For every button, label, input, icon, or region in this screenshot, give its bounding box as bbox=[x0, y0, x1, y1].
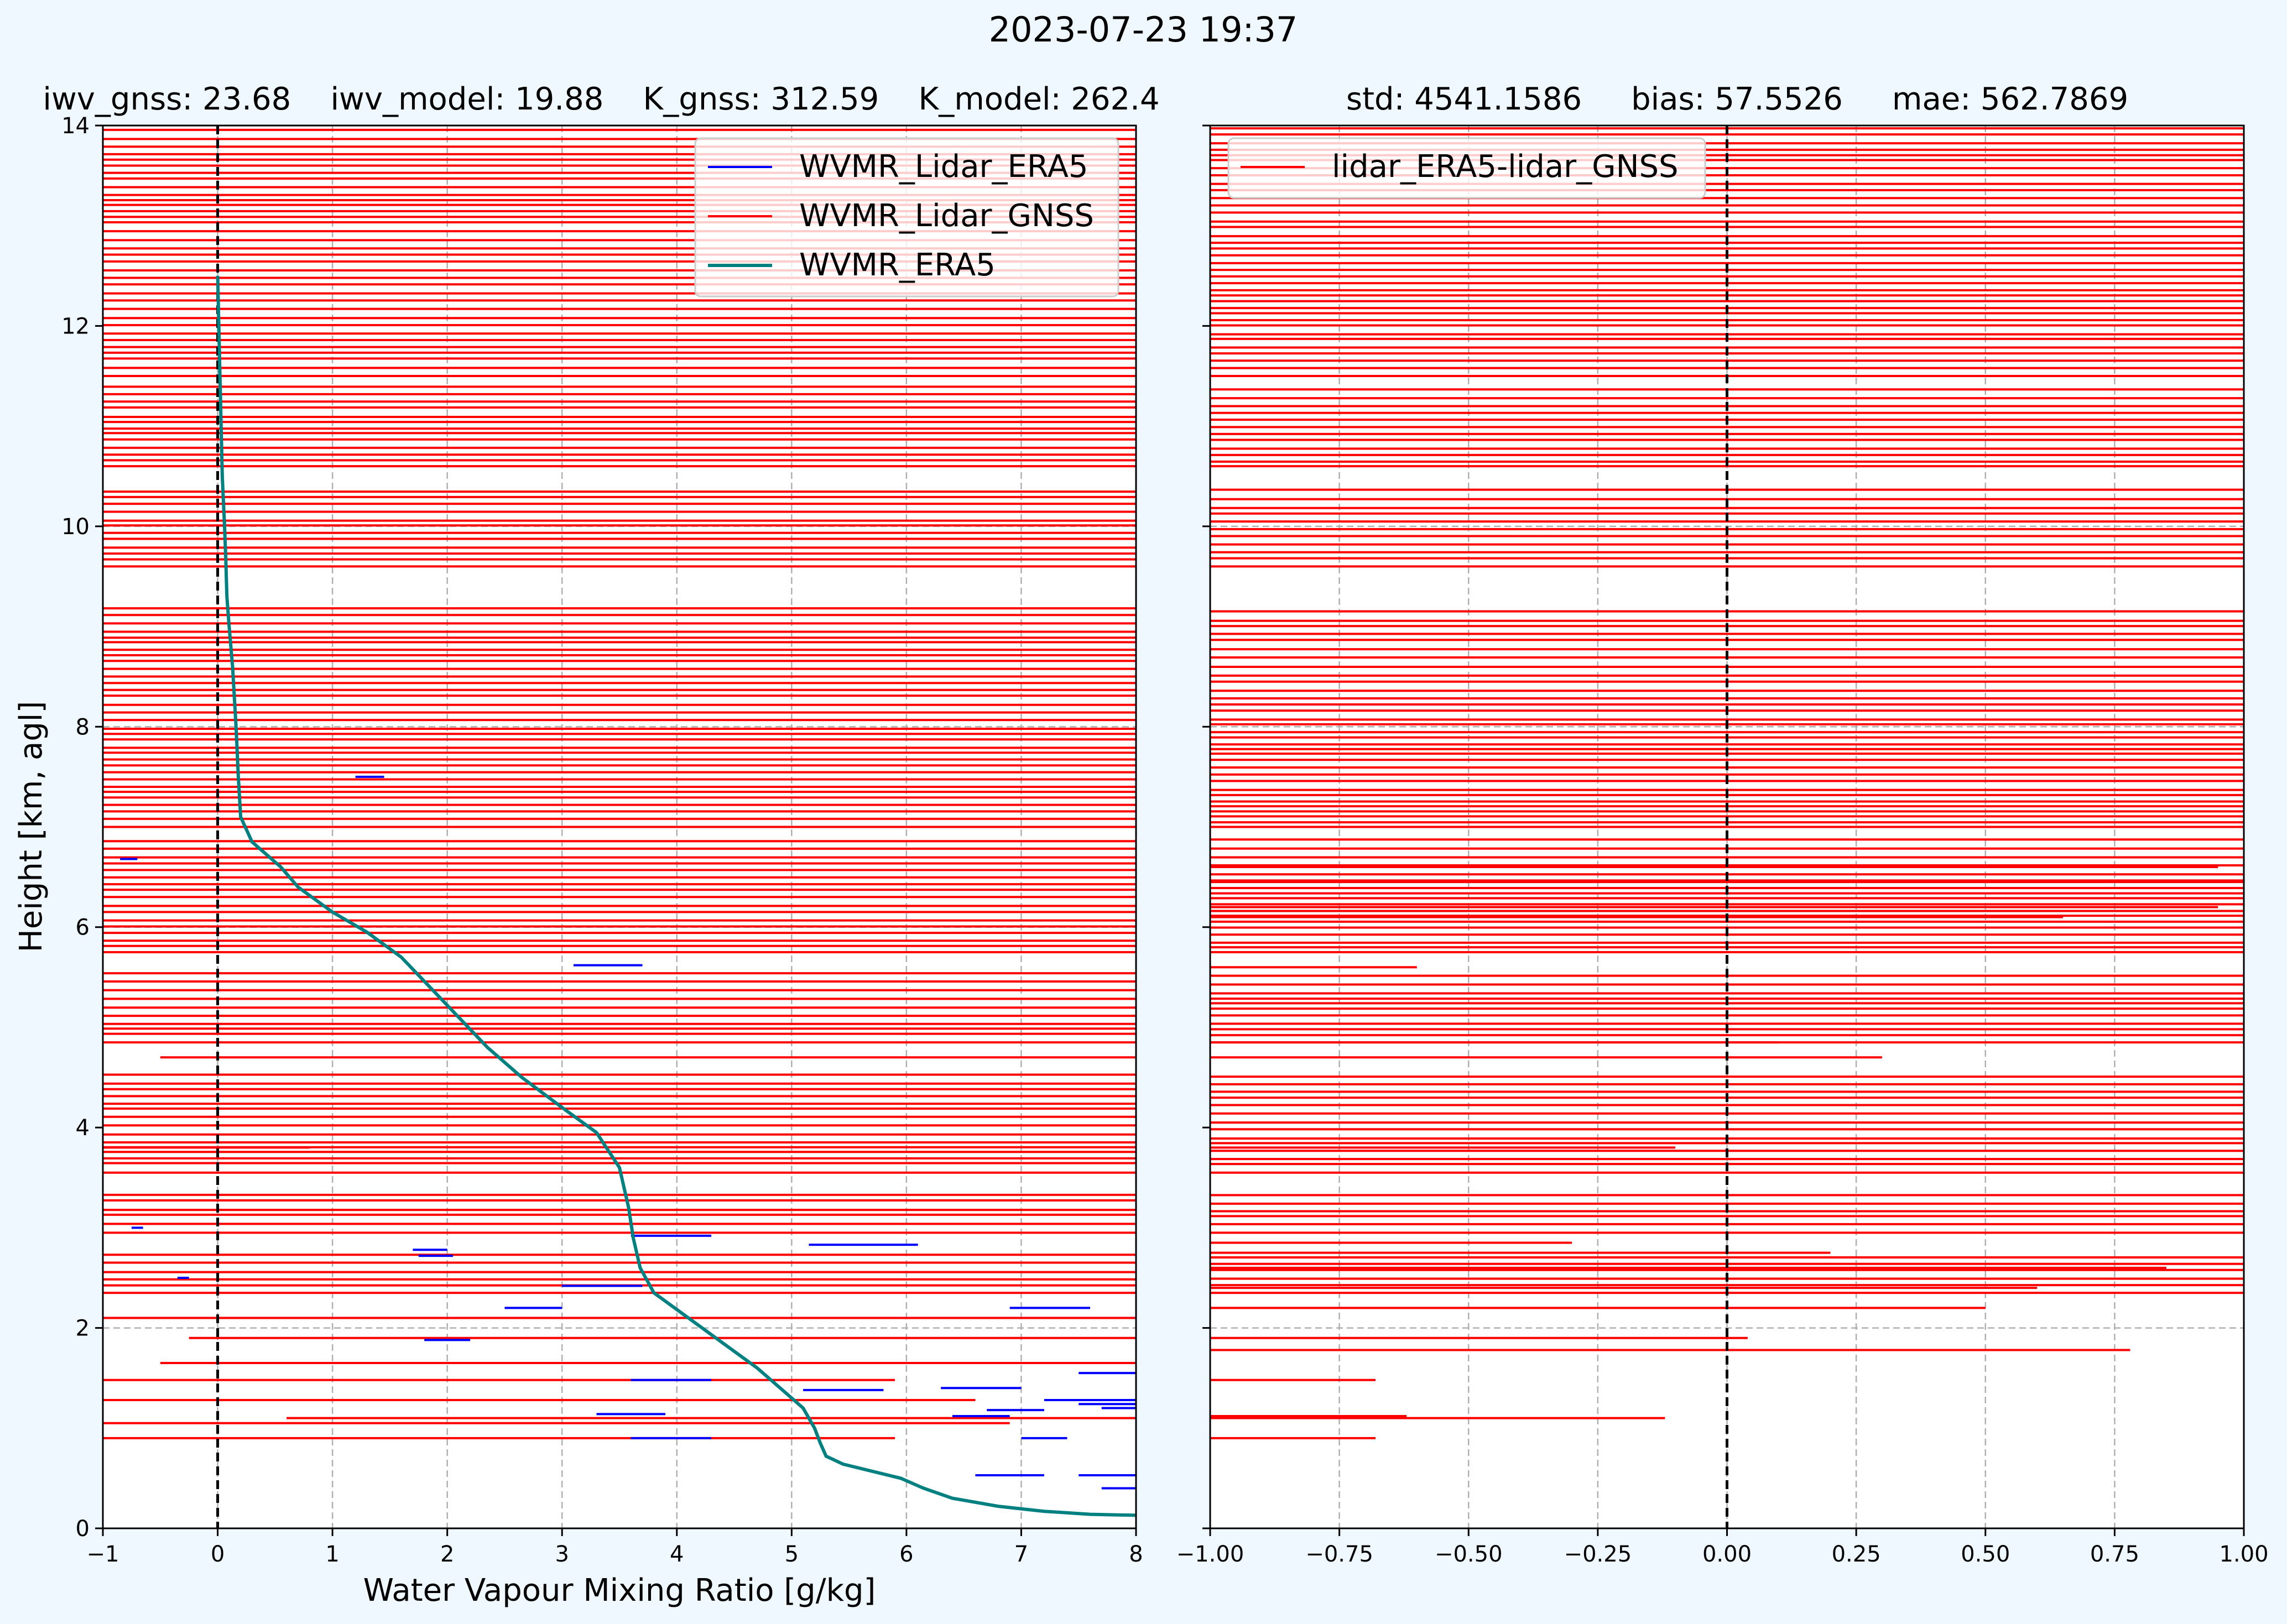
left-legend-box bbox=[694, 137, 1119, 297]
x-tick-label: 0.50 bbox=[1961, 1542, 2010, 1567]
left-gnss-lines bbox=[103, 128, 1136, 1439]
y-tick-label: 0 bbox=[76, 1516, 90, 1542]
x-tick-label: 1.00 bbox=[2219, 1542, 2268, 1567]
right-legend: lidar_ERA5-lidar_GNSS bbox=[1227, 137, 1706, 199]
x-tick-label: 8 bbox=[1129, 1542, 1143, 1567]
right-stats-title: std: 4541.1586 bias: 57.5526 mae: 562.78… bbox=[1346, 81, 2128, 117]
legend-label-lidar-gnss: WVMR_Lidar_GNSS bbox=[799, 198, 1094, 234]
left-axes-frame bbox=[102, 124, 1137, 1529]
right-legend-box bbox=[1227, 137, 1706, 199]
x-tick-label: 4 bbox=[670, 1542, 684, 1567]
x-tick-label: 1 bbox=[325, 1542, 339, 1567]
y-tick-label: 14 bbox=[61, 113, 90, 139]
left-legend: WVMR_Lidar_ERA5 WVMR_Lidar_GNSS WVMR_ERA… bbox=[694, 137, 1119, 297]
left-ylabel: Height [km, agl] bbox=[13, 701, 49, 953]
x-tick-label: −0.75 bbox=[1305, 1542, 1373, 1567]
right-panel: std: 4541.1586 bias: 57.5526 mae: 562.78… bbox=[1176, 81, 2269, 1567]
left-era5-profile bbox=[216, 275, 1137, 1517]
x-tick-label: 0.00 bbox=[1702, 1542, 1752, 1567]
right-ticks: −1.00 −0.75 −0.50 −0.25 0.00 0.25 0.50 0.75 1.00 bbox=[1176, 124, 2269, 1567]
y-tick-label: 2 bbox=[76, 1316, 90, 1341]
left-era5-lidar-lines bbox=[120, 775, 1136, 1490]
left-panel: iwv_gnss: 23.68 iwv_model: 19.88 K_gnss:… bbox=[13, 81, 1160, 1609]
x-tick-label: 6 bbox=[899, 1542, 913, 1567]
left-xlabel: Water Vapour Mixing Ratio [g/kg] bbox=[363, 1573, 876, 1609]
x-tick-label: −1.00 bbox=[1176, 1542, 1244, 1567]
right-diff-lines bbox=[1210, 127, 2244, 1439]
left-stats-title: iwv_gnss: 23.68 iwv_model: 19.88 K_gnss:… bbox=[43, 81, 1159, 117]
x-tick-label: 7 bbox=[1014, 1542, 1028, 1567]
legend-label-era5: WVMR_ERA5 bbox=[799, 247, 996, 283]
legend-label-diff: lidar_ERA5-lidar_GNSS bbox=[1332, 149, 1679, 185]
x-tick-label: −1 bbox=[87, 1542, 119, 1567]
y-tick-label: 6 bbox=[76, 915, 90, 941]
x-tick-label: 0.25 bbox=[1832, 1542, 1881, 1567]
era5-profile-line bbox=[216, 275, 1137, 1517]
x-tick-label: 5 bbox=[785, 1542, 799, 1567]
y-tick-label: 4 bbox=[76, 1115, 90, 1141]
x-tick-label: 0.75 bbox=[2090, 1542, 2139, 1567]
x-tick-label: −0.25 bbox=[1564, 1542, 1632, 1567]
y-tick-label: 8 bbox=[76, 714, 90, 740]
x-tick-label: 3 bbox=[555, 1542, 569, 1567]
figure-title: 2023-07-23 19:37 bbox=[989, 9, 1298, 50]
x-tick-label: 2 bbox=[440, 1542, 454, 1567]
y-tick-label: 12 bbox=[61, 314, 90, 339]
y-tick-label: 10 bbox=[61, 514, 90, 540]
x-tick-label: 0 bbox=[211, 1542, 225, 1567]
x-tick-label: −0.50 bbox=[1435, 1542, 1503, 1567]
legend-label-lidar-era5: WVMR_Lidar_ERA5 bbox=[799, 149, 1088, 185]
